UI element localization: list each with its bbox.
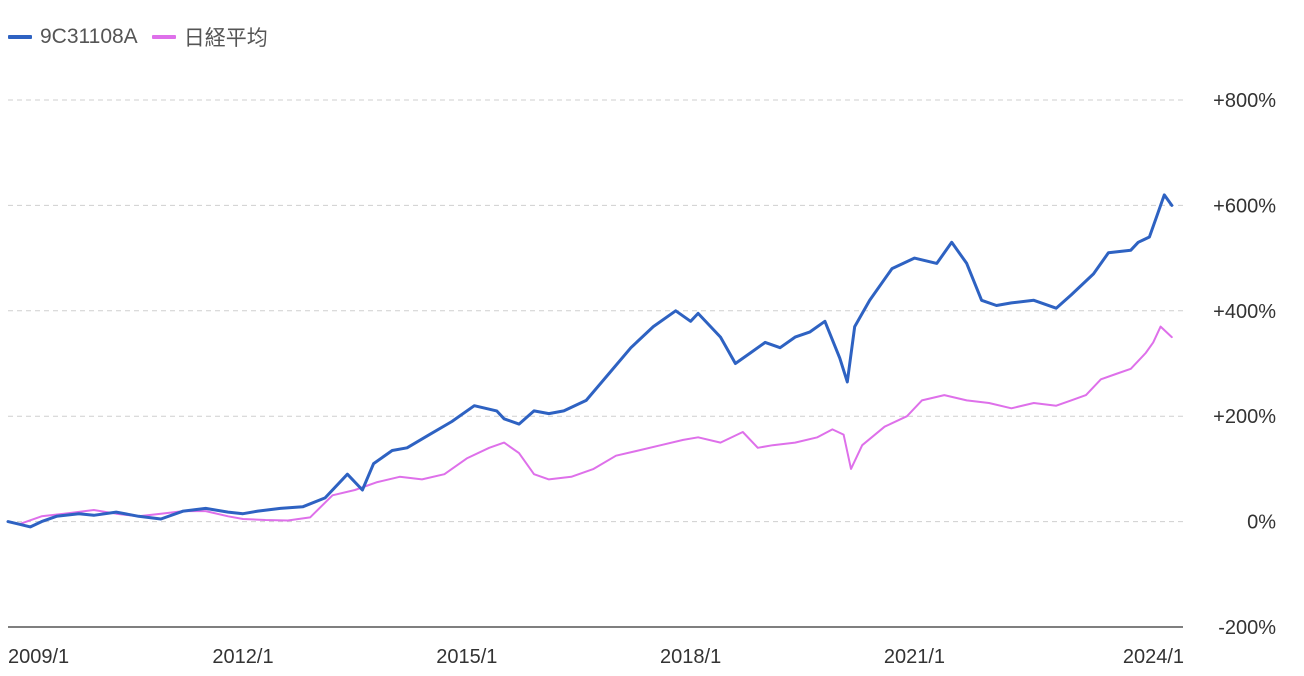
series-line-0: [6, 193, 1174, 529]
y-tick-label: 0%: [1247, 512, 1276, 534]
y-tick-label: -200%: [1218, 617, 1276, 639]
y-axis-labels: +800% +600% +400% +200% 0% -200%: [1213, 90, 1276, 639]
legend-swatch-fund: [8, 35, 32, 39]
x-tick-label: 2015/1: [436, 646, 497, 668]
x-tick-label: 2009/1: [8, 646, 69, 668]
x-tick-label: 2012/1: [212, 646, 273, 668]
legend-item-fund[interactable]: 9C31108A: [8, 25, 138, 49]
legend-label-fund: 9C31108A: [40, 25, 138, 48]
y-tick-label: +200%: [1213, 406, 1276, 428]
x-tick-label: 2018/1: [660, 646, 721, 668]
y-tick-label: +600%: [1213, 195, 1276, 217]
y-tick-label: +400%: [1213, 301, 1276, 323]
y-tick-label: +800%: [1213, 90, 1276, 112]
legend-label-nikkei: 日経平均: [183, 27, 268, 50]
x-tick-label: 2021/1: [884, 646, 945, 668]
chart-legend: 9C31108A 日経平均: [8, 22, 268, 52]
legend-item-nikkei[interactable]: 日経平均: [151, 22, 268, 52]
legend-swatch-nikkei: [151, 35, 176, 39]
x-tick-label: 2024/1: [1123, 646, 1184, 668]
series-lines: [6, 193, 1174, 529]
x-axis-labels: 2009/1 2012/1 2015/1 2018/1 2021/1 2024/1: [8, 646, 1184, 668]
series-line-1: [7, 325, 1173, 526]
grid-lines: [8, 99, 1183, 523]
